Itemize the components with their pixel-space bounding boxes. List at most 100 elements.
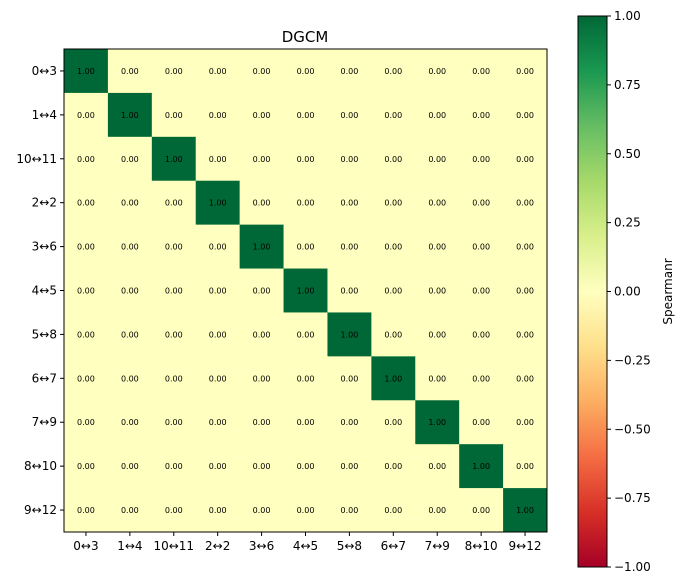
cell-value-label: 0.00 xyxy=(165,462,183,471)
colorbar-tick-label: −1.00 xyxy=(614,560,651,574)
heatmap-cell xyxy=(151,136,197,182)
cell-value-label: 0.00 xyxy=(472,67,490,76)
heatmap-cell xyxy=(415,180,460,226)
cell-value-label: 0.00 xyxy=(472,374,490,383)
cell-value-label: 0.00 xyxy=(384,155,402,164)
heatmap-cell xyxy=(151,400,197,445)
heatmap-cell xyxy=(64,180,109,226)
heatmap-cell xyxy=(327,312,372,357)
cell-value-label: 0.00 xyxy=(428,287,446,296)
heatmap-cell xyxy=(151,180,197,226)
cell-value-label: 0.00 xyxy=(297,330,315,339)
cell-value-label: 0.00 xyxy=(253,111,271,120)
y-axis: 0↔3 1↔4 10↔11 2↔2 3↔6 4↔5 5↔8 6↔7 7↔9 8↔10 9↔12 xyxy=(16,64,64,517)
heatmap-cell xyxy=(327,136,372,182)
cell-value-label: 1.00 xyxy=(428,418,446,427)
heatmap-cell xyxy=(239,92,285,138)
cell-value-label: 0.00 xyxy=(472,506,490,515)
heatmap-cell xyxy=(327,180,372,226)
heatmap-cell xyxy=(415,268,460,313)
cell-value-label: 0.00 xyxy=(77,199,95,208)
heatmap-cell xyxy=(459,180,504,226)
cell-value-label: 0.00 xyxy=(297,243,315,252)
cell-value-label: 0.00 xyxy=(297,155,315,164)
colorbar-tick-label: 1.00 xyxy=(614,9,641,23)
cell-value-label: 0.00 xyxy=(516,111,534,120)
colorbar-tick-label: 0.25 xyxy=(614,216,641,230)
cell-value-label: 0.00 xyxy=(77,330,95,339)
cell-value-label: 0.00 xyxy=(297,374,315,383)
heatmap-cell xyxy=(107,92,153,138)
cell-value-label: 0.00 xyxy=(341,506,359,515)
cell-value-label: 0.00 xyxy=(297,462,315,471)
cell-value-label: 0.00 xyxy=(516,199,534,208)
heatmap-cell xyxy=(459,92,504,138)
cell-value-label: 0.00 xyxy=(165,111,183,120)
cell-value-label: 0.00 xyxy=(384,506,402,515)
cell-value-label: 0.00 xyxy=(121,199,139,208)
heatmap-cell xyxy=(327,356,372,401)
colorbar-tick-label: 0.00 xyxy=(614,285,641,299)
cell-value-label: 0.00 xyxy=(165,418,183,427)
heatmap-cell xyxy=(371,356,416,401)
colorbar-tick-label: 0.75 xyxy=(614,78,641,92)
heatmap-cell xyxy=(371,312,416,357)
cell-value-label: 0.00 xyxy=(121,287,139,296)
cell-value-label: 0.00 xyxy=(516,374,534,383)
cell-value-label: 0.00 xyxy=(516,462,534,471)
heatmap-cell xyxy=(459,356,504,401)
heatmap-cell xyxy=(195,444,241,489)
heatmap-cell xyxy=(283,180,328,226)
cell-value-label: 0.00 xyxy=(341,111,359,120)
heatmap-cell xyxy=(239,312,285,357)
heatmap-cell xyxy=(283,92,328,138)
heatmap-cell xyxy=(151,92,197,138)
heatmap-cell xyxy=(327,444,372,489)
heatmap-cell xyxy=(415,49,460,94)
cell-value-label: 0.00 xyxy=(384,418,402,427)
y-tick-label: 2↔2 xyxy=(32,196,57,210)
heatmap-cell xyxy=(283,268,328,313)
y-tick-label: 0↔3 xyxy=(32,64,57,78)
cell-value-label: 1.00 xyxy=(209,199,227,208)
heatmap-cell xyxy=(64,400,109,445)
heatmap-cell xyxy=(107,268,153,313)
cell-value-label: 0.00 xyxy=(428,330,446,339)
heatmap-cell xyxy=(64,224,109,270)
heatmap-cell xyxy=(459,400,504,445)
cell-value-label: 0.00 xyxy=(209,462,227,471)
heatmap-cell xyxy=(371,49,416,94)
cell-value-label: 0.00 xyxy=(165,287,183,296)
cell-value-label: 0.00 xyxy=(384,67,402,76)
cell-value-label: 0.00 xyxy=(472,155,490,164)
cell-value-label: 0.00 xyxy=(297,506,315,515)
heatmap-cell xyxy=(327,488,372,533)
cell-value-label: 0.00 xyxy=(209,155,227,164)
cell-value-label: 0.00 xyxy=(77,155,95,164)
y-tick-label: 1↔4 xyxy=(32,108,57,122)
heatmap-cell xyxy=(239,224,285,270)
heatmap-cell xyxy=(283,136,328,182)
cell-value-label: 0.00 xyxy=(341,155,359,164)
cell-value-label: 0.00 xyxy=(428,506,446,515)
cell-value-label: 0.00 xyxy=(384,287,402,296)
heatmap-cell xyxy=(459,224,504,270)
x-tick-label: 9↔12 xyxy=(509,539,542,553)
colorbar-ticks: 1.00 0.75 0.50 0.25 0.00 −0.25 −0.50 −0.75 −1.00 xyxy=(607,9,651,574)
heatmap-cell xyxy=(195,488,241,533)
cell-value-label: 0.00 xyxy=(253,155,271,164)
cell-value-label: 0.00 xyxy=(516,287,534,296)
cell-value-label: 0.00 xyxy=(516,67,534,76)
heatmap-cell xyxy=(503,180,548,226)
cell-value-label: 0.00 xyxy=(77,374,95,383)
cell-value-label: 0.00 xyxy=(384,111,402,120)
x-tick-label: 3↔6 xyxy=(249,539,274,553)
x-tick-label: 8↔10 xyxy=(465,539,498,553)
y-tick-label: 5↔8 xyxy=(32,327,57,341)
heatmap-cell xyxy=(151,224,197,270)
cell-value-label: 0.00 xyxy=(341,287,359,296)
cell-value-label: 0.00 xyxy=(121,67,139,76)
heatmap-cell xyxy=(503,312,548,357)
heatmap-cell xyxy=(503,488,548,533)
cell-value-label: 0.00 xyxy=(253,374,271,383)
